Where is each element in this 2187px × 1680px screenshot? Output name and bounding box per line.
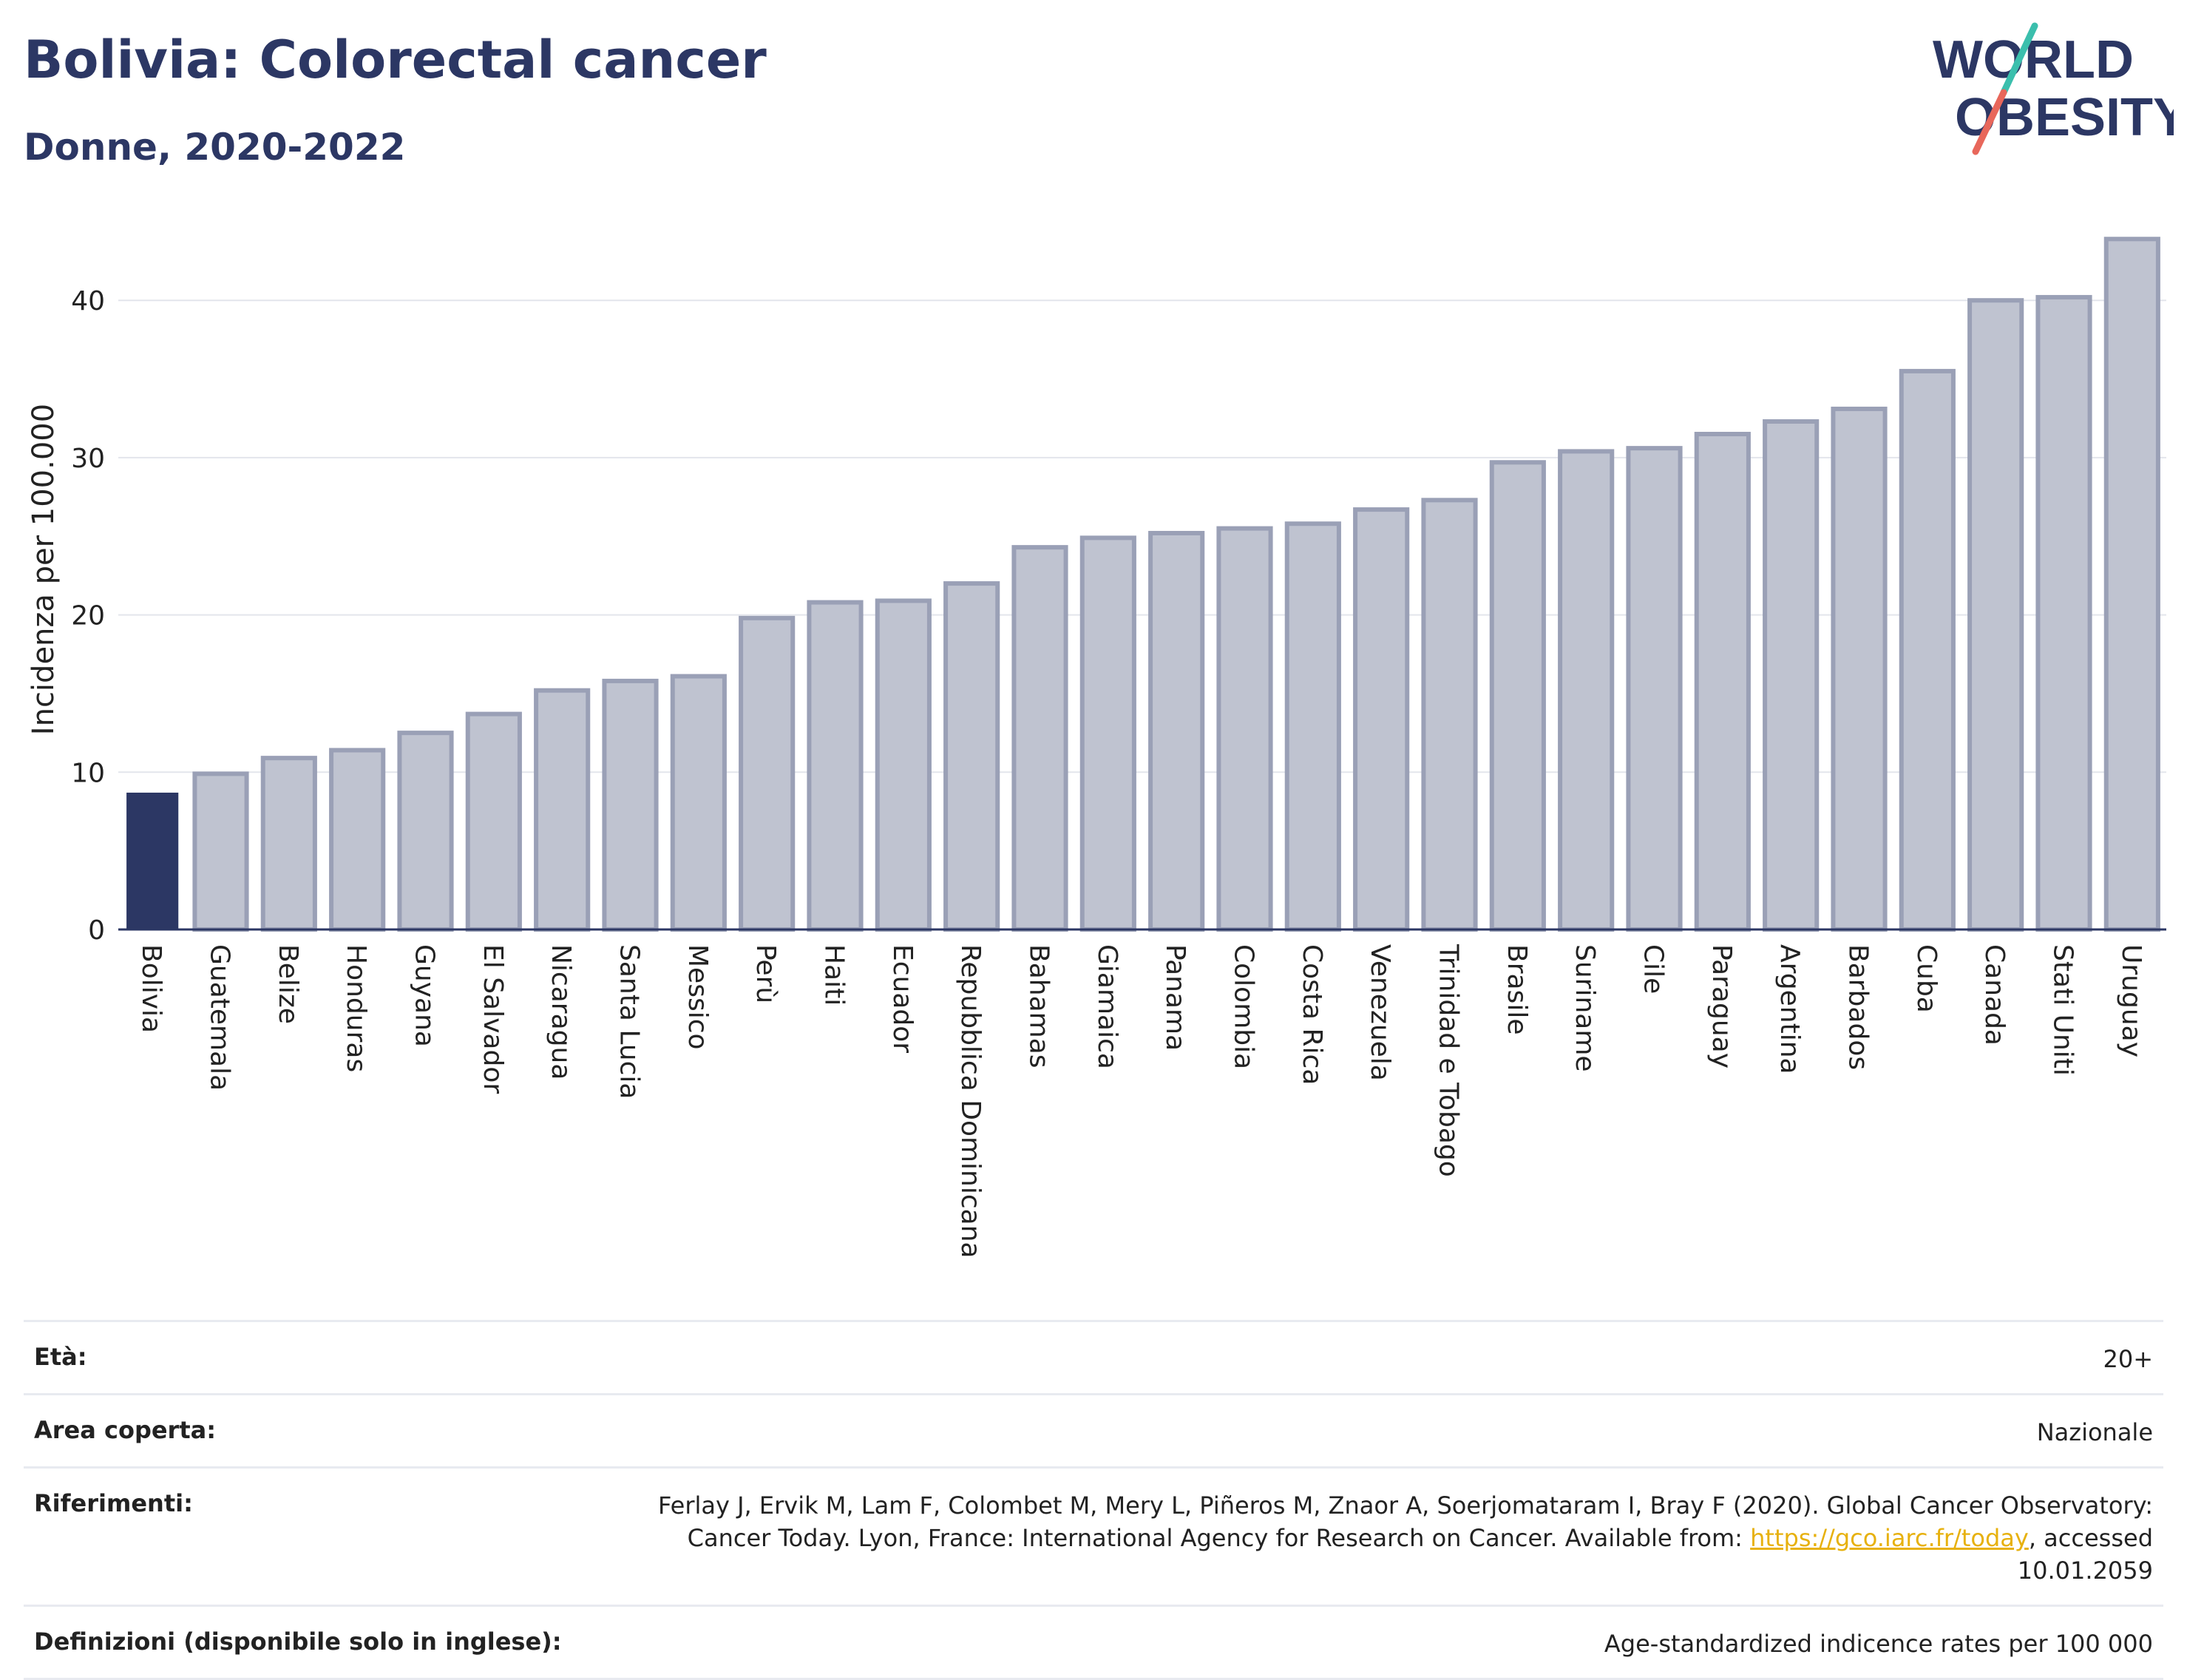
- bar-stati-uniti: [2035, 294, 2092, 932]
- x-tick-label: Cile: [1638, 944, 1669, 994]
- info-label-area: Area coperta:: [34, 1416, 217, 1444]
- x-tick-label: Canada: [1979, 944, 2010, 1046]
- bar-cile: [1626, 446, 1683, 932]
- x-tick-label: Barbados: [1843, 944, 1874, 1070]
- bar-nicaragua: [534, 688, 591, 932]
- info-row-definitions: Definizioni (disponibile solo in inglese…: [24, 1605, 2163, 1680]
- x-tick-label: Ecuador: [887, 944, 918, 1053]
- x-tick-label: Trinidad e Tobago: [1434, 944, 1464, 1177]
- x-tick-label: Bahamas: [1024, 944, 1054, 1068]
- info-label-definitions: Definizioni (disponibile solo in inglese…: [34, 1628, 562, 1656]
- x-tick-label: Messico: [682, 944, 713, 1050]
- y-tick-label: 40: [71, 286, 105, 316]
- bar-guatemala: [192, 771, 249, 932]
- bar-argentina: [1763, 419, 1820, 932]
- y-tick-label: 30: [71, 444, 105, 474]
- x-tick-label: Santa Lucia: [614, 944, 645, 1099]
- logo-text-world: WORLD: [1933, 30, 2134, 89]
- bar-panama: [1148, 530, 1205, 932]
- y-tick-label: 10: [71, 758, 105, 788]
- x-tick-label: Haiti: [819, 944, 850, 1006]
- bar-santa-lucia: [602, 678, 659, 932]
- x-tick-label: Venezuela: [1365, 944, 1395, 1081]
- x-tick-label: Cuba: [1911, 944, 1942, 1013]
- info-table: Età: 20+ Area coperta: Nazionale Riferim…: [24, 1320, 2163, 1680]
- x-tick-label: Panama: [1160, 944, 1190, 1051]
- x-tick-label: Giamaica: [1092, 944, 1122, 1069]
- x-tick-label: Brasile: [1502, 944, 1532, 1034]
- page-title: Bolivia: Colorectal cancer: [24, 30, 767, 90]
- x-tick-label: Colombia: [1229, 944, 1259, 1069]
- bar-bolivia: [126, 792, 179, 929]
- bar-chart: 0 10 20 30 40 Bolivia Guatemala Belize Honduras…: [27, 237, 2166, 1259]
- bar-per-: [739, 615, 796, 932]
- bar-brasile: [1489, 460, 1546, 932]
- info-row-area: Area coperta: Nazionale: [24, 1393, 2163, 1466]
- bar-el-salvador: [465, 711, 522, 932]
- bar-canada: [1967, 298, 2024, 932]
- x-tick-label: Belize: [273, 944, 303, 1024]
- y-tick-label: 0: [88, 915, 105, 946]
- bar-haiti: [807, 600, 864, 932]
- x-tick-label: Stati Uniti: [2048, 944, 2078, 1076]
- reference-accessed: , accessed 10.01.2059: [2017, 1524, 2153, 1585]
- x-tick-label: Repubblica Dominicana: [955, 944, 986, 1259]
- page-subtitle: Donne, 2020-2022: [24, 126, 406, 169]
- x-tick-label: Suriname: [1570, 944, 1600, 1072]
- x-tick-label: Costa Rica: [1297, 944, 1327, 1085]
- bar-suriname: [1558, 449, 1615, 932]
- bar-barbados: [1831, 406, 1888, 932]
- bar-ecuador: [875, 598, 932, 932]
- x-tick-label: Honduras: [341, 944, 371, 1072]
- bar-belize: [260, 756, 317, 932]
- bar-repubblica-dominicana: [943, 581, 1000, 932]
- bar-honduras: [329, 748, 386, 932]
- world-obesity-logo: WORLD OBESITY: [1933, 22, 2174, 155]
- y-tick-label: 20: [71, 601, 105, 631]
- info-row-references: Riferimenti: Ferlay J, Ervik M, Lam F, C…: [24, 1466, 2163, 1605]
- bar-uruguay: [2103, 237, 2160, 932]
- info-value-definitions: Age-standardized indicence rates per 100…: [1604, 1630, 2153, 1658]
- info-row-age: Età: 20+: [24, 1320, 2163, 1393]
- bar-giamaica: [1079, 535, 1136, 932]
- x-tick-label: El Salvador: [478, 944, 508, 1094]
- info-label-age: Età:: [34, 1343, 87, 1371]
- y-axis-title: Incidenza per 100.000: [27, 404, 61, 735]
- x-tick-label: Perù: [750, 944, 781, 1003]
- logo-slash-teal: [2000, 22, 2038, 96]
- bar-cuba: [1899, 368, 1956, 932]
- info-value-area: Nazionale: [2036, 1418, 2153, 1446]
- bar-costa-rica: [1284, 521, 1341, 932]
- reference-link[interactable]: https://gco.iarc.fr/today: [1750, 1524, 2029, 1552]
- x-tick-label: Uruguay: [2116, 944, 2146, 1057]
- bar-messico: [670, 674, 727, 932]
- info-value-references: Ferlay J, Ervik M, Lam F, Colombet M, Me…: [586, 1489, 2153, 1587]
- info-value-age: 20+: [2103, 1345, 2153, 1373]
- reference-text: Ferlay J, Ervik M, Lam F, Colombet M, Me…: [658, 1491, 2153, 1552]
- x-tick-label: Guatemala: [205, 944, 235, 1091]
- bar-venezuela: [1353, 507, 1410, 932]
- x-tick-label: Argentina: [1774, 944, 1805, 1074]
- logo-slash-red: [1972, 89, 2007, 155]
- x-tick-label: Paraguay: [1706, 944, 1737, 1068]
- x-tick-label: Guyana: [410, 944, 440, 1047]
- bar-colombia: [1216, 526, 1273, 932]
- x-tick-label: Bolivia: [136, 944, 166, 1033]
- x-tick-label: Nicaragua: [546, 944, 576, 1080]
- bar-bahamas: [1011, 545, 1068, 932]
- info-label-references: Riferimenti:: [34, 1489, 193, 1517]
- bar-trinidad-e-tobago: [1421, 498, 1478, 932]
- bar-paraguay: [1694, 431, 1751, 932]
- bar-guyana: [397, 731, 454, 932]
